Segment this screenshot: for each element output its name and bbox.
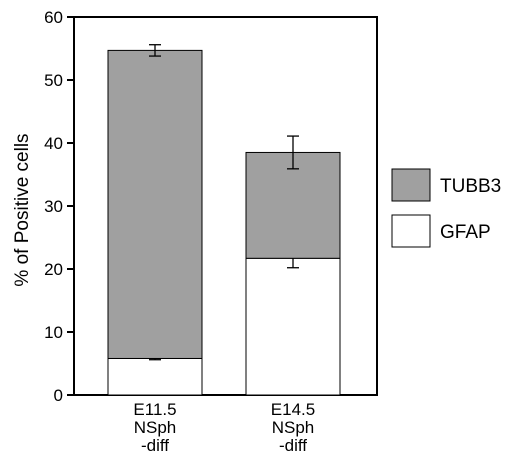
y-tick-label: 40 (44, 134, 63, 153)
x-tick-label: NSph (134, 418, 177, 437)
x-tick-label: -diff (141, 436, 169, 455)
x-tick-label: E14.5 (271, 400, 315, 419)
y-tick-label: 30 (44, 197, 63, 216)
legend-swatch-tubb3 (391, 168, 431, 202)
bar-gfap (245, 257, 341, 396)
x-tick-label: NSph (272, 418, 315, 437)
bar-gfap (107, 357, 203, 396)
legend-swatch-gfap (391, 214, 431, 248)
x-tick-label: -diff (279, 436, 307, 455)
x-tick-label: E11.5 (133, 400, 176, 419)
y-tick-label: 50 (44, 71, 63, 90)
y-tick-label: 20 (44, 260, 63, 279)
y-tick-label: 60 (44, 8, 63, 27)
y-axis-label: % of Positive cells (12, 133, 33, 286)
legend-label-gfap: GFAP (440, 222, 491, 243)
y-tick-label: 0 (54, 386, 63, 405)
legend: TUBB3 GFAP (391, 168, 501, 248)
legend-label-tubb3: TUBB3 (440, 176, 501, 197)
bar-tubb3 (107, 49, 203, 359)
bar-tubb3 (245, 151, 341, 259)
y-tick-label: 10 (44, 323, 63, 342)
